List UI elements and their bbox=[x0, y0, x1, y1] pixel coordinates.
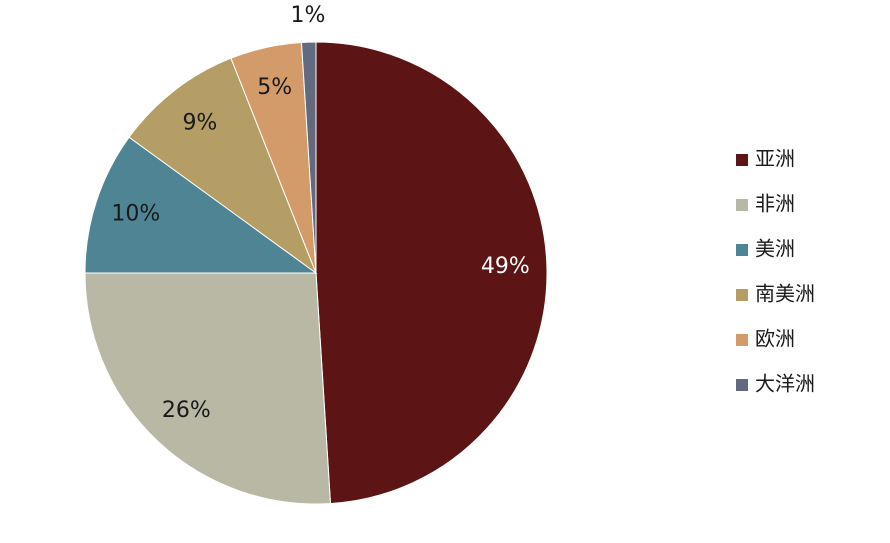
pie-slice bbox=[315, 41, 548, 505]
legend-label: 美洲 bbox=[755, 237, 795, 261]
data-label: 1% bbox=[290, 3, 325, 28]
legend-label: 大洋洲 bbox=[755, 372, 815, 396]
legend-swatch bbox=[736, 334, 748, 346]
data-label: 9% bbox=[182, 110, 217, 135]
legend-swatch bbox=[736, 379, 748, 391]
legend-swatch bbox=[736, 244, 748, 256]
legend-label: 非洲 bbox=[755, 192, 795, 216]
data-label: 26% bbox=[162, 398, 211, 423]
legend-swatch bbox=[736, 199, 748, 211]
data-label: 5% bbox=[257, 75, 292, 100]
legend-label: 欧洲 bbox=[755, 327, 795, 351]
pie-slice bbox=[84, 136, 318, 274]
data-label: 10% bbox=[111, 201, 160, 226]
pie-slice bbox=[84, 272, 332, 505]
data-label: 49% bbox=[481, 254, 530, 279]
legend-swatch bbox=[736, 154, 748, 166]
pie-slice bbox=[128, 57, 318, 275]
legend-label: 亚洲 bbox=[755, 147, 795, 171]
pie-slice bbox=[300, 41, 317, 274]
legend-label: 南美洲 bbox=[755, 282, 815, 306]
legend-swatch bbox=[736, 289, 748, 301]
